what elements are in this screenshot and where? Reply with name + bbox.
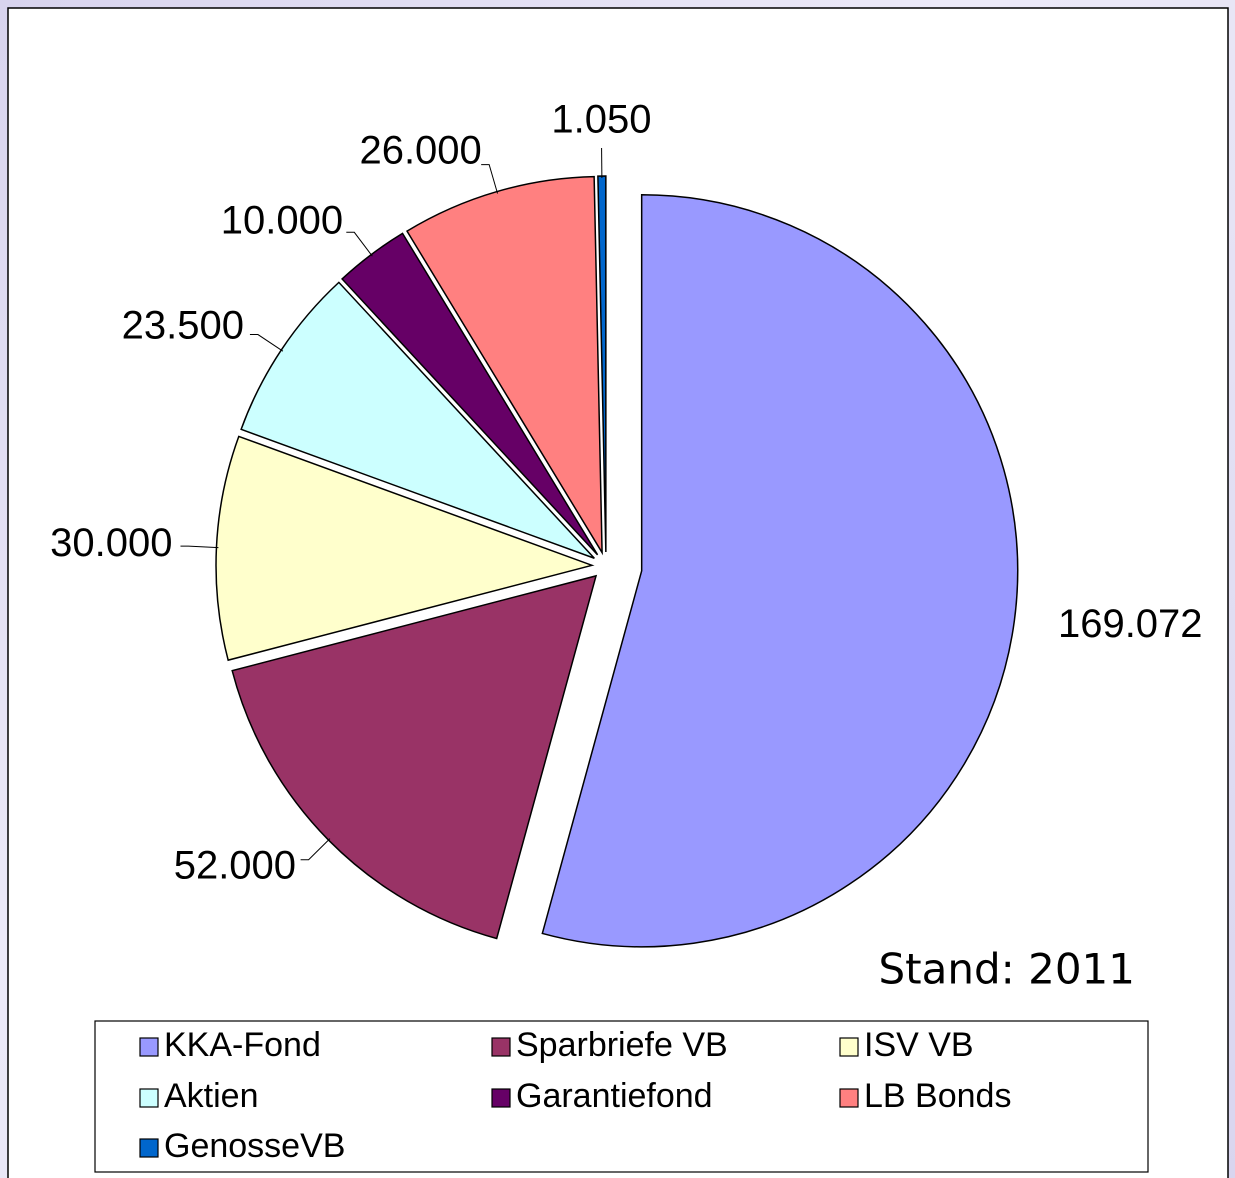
legend-label: LB Bonds: [864, 1077, 1011, 1115]
legend-label: Garantiefond: [516, 1077, 713, 1115]
legend-swatch: [491, 1037, 511, 1057]
leader-line: [249, 334, 284, 352]
pie-slice: [541, 194, 1019, 948]
chart-area: [7, 7, 1229, 1178]
leader-line: [300, 838, 331, 861]
data-label: 1.050: [551, 98, 651, 142]
annotation: Stand: 2011: [878, 945, 1135, 994]
data-label: 10.000: [221, 198, 343, 242]
legend-label: Sparbriefe VB: [516, 1026, 728, 1064]
data-label: 169.072: [1058, 602, 1203, 646]
leader-line: [346, 231, 373, 257]
legend-label: GenosseVB: [164, 1127, 345, 1165]
legend-box: [94, 1020, 1149, 1173]
legend-swatch: [839, 1088, 859, 1108]
legend-label: KKA-Fond: [164, 1026, 321, 1064]
data-label: 23.500: [122, 303, 244, 347]
data-label: 30.000: [50, 521, 172, 565]
legend-swatch: [139, 1138, 159, 1158]
data-label: 52.000: [174, 844, 296, 888]
leader-line: [481, 164, 499, 194]
legend-swatch: [139, 1037, 159, 1057]
leader-line: [180, 545, 219, 549]
data-label: 26.000: [359, 129, 481, 173]
legend-swatch: [491, 1088, 511, 1108]
legend-swatch: [139, 1088, 159, 1108]
legend-label: Aktien: [164, 1077, 259, 1115]
legend-swatch: [839, 1037, 859, 1057]
legend-label: ISV VB: [864, 1026, 974, 1064]
